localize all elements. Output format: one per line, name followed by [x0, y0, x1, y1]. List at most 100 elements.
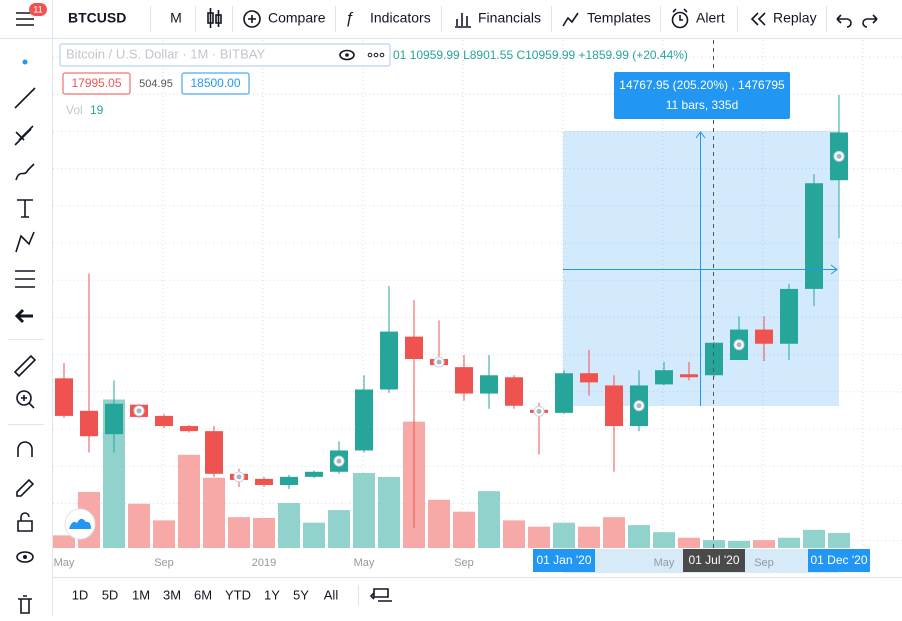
replay-button[interactable]: Replay: [750, 10, 817, 26]
volume-bar: [753, 540, 775, 548]
legend-ohlc: 01 10959.99 L8901.55 C10959.99 +1859.99 …: [393, 48, 688, 62]
trend-line-tool[interactable]: [14, 87, 36, 109]
sell-button[interactable]: [62, 72, 131, 95]
alert-button[interactable]: Alert: [671, 8, 725, 29]
candle-body: [505, 377, 523, 406]
range-button[interactable]: 6M: [194, 587, 212, 602]
range-button[interactable]: YTD: [225, 587, 251, 602]
toolbar-label: Compare: [268, 10, 326, 26]
icon: [248, 15, 256, 23]
menu-button[interactable]: 11: [16, 3, 47, 26]
candle-body: [605, 385, 623, 427]
arrow-head: [695, 131, 706, 139]
volume-bar: [428, 499, 450, 548]
crosshair-tool[interactable]: [22, 59, 28, 65]
range-button[interactable]: 3M: [163, 587, 181, 602]
financials-button[interactable]: Financials: [455, 10, 541, 28]
icon: [455, 13, 471, 28]
icon: [16, 551, 34, 563]
pattern-tool[interactable]: [15, 231, 35, 253]
visibility-tool[interactable]: [16, 551, 34, 563]
candle-body: [105, 403, 123, 435]
volume-bar: [228, 517, 250, 548]
icon: [379, 52, 385, 58]
volume-bar: [478, 491, 500, 548]
candle-body: [755, 329, 773, 344]
candle-body: [155, 415, 173, 427]
x-tick-label: Sep: [754, 557, 774, 569]
templates-button[interactable]: Templates: [562, 10, 651, 27]
volume-bar: [778, 537, 800, 548]
x-tick-label: 01 Dec '20: [811, 553, 868, 567]
delete-tool[interactable]: [18, 595, 32, 614]
event-marker-dot: [536, 408, 542, 414]
event-marker-dot: [836, 153, 842, 159]
candle-body: [455, 367, 473, 394]
measure-text: 11 bars, 335d: [666, 98, 739, 112]
text-tool[interactable]: [17, 199, 33, 218]
legend-box[interactable]: [59, 43, 391, 67]
chart-type-button[interactable]: [207, 8, 222, 28]
range-button[interactable]: All: [324, 587, 339, 602]
lock-draw-tool[interactable]: [16, 478, 35, 497]
candle-body: [655, 370, 673, 385]
volume-bar: [353, 472, 375, 548]
event-marker-dot: [336, 458, 342, 464]
measure-tooltip: [614, 72, 790, 119]
eye-icon[interactable]: [339, 49, 355, 61]
brush-tool[interactable]: [15, 163, 35, 181]
x-tick-label: 01 Jan '20: [536, 553, 591, 567]
range-button[interactable]: 1Y: [264, 587, 280, 602]
volume-label: Vol: [66, 103, 83, 117]
volume-bar: [553, 522, 575, 548]
candle-body: [305, 471, 323, 477]
compare-button[interactable]: Compare: [243, 10, 326, 28]
candle-body: [180, 426, 198, 432]
icon: [562, 12, 579, 27]
prediction-tool[interactable]: [15, 270, 35, 288]
indicators-button[interactable]: ƒ Indicators: [345, 10, 431, 28]
icon: [367, 52, 373, 58]
drawing-tools: [8, 59, 44, 614]
range-button[interactable]: 5D: [102, 587, 119, 602]
date-range-button[interactable]: [369, 588, 392, 602]
undo-button[interactable]: [836, 14, 852, 28]
redo-button[interactable]: [862, 14, 878, 28]
candle-body: [280, 476, 298, 485]
x-tick-label: May: [54, 557, 75, 569]
range-button[interactable]: 1M: [132, 587, 150, 602]
interval[interactable]: M: [170, 10, 182, 26]
arrow-head: [830, 264, 838, 275]
symbol[interactable]: BTCUSD: [68, 10, 126, 26]
plot: [53, 94, 850, 548]
zoom-tool[interactable]: [16, 390, 35, 409]
x-tick-label: Sep: [154, 557, 174, 569]
volume-bar: [528, 526, 550, 548]
toolbar-label: Financials: [478, 10, 541, 26]
buy-button[interactable]: [181, 72, 250, 95]
x-axis: May Sep 2019 May Sep 01 Jan '20 May 01 Jul '20 S…: [54, 549, 870, 572]
volume-bar: [578, 526, 600, 548]
x-tick-label: 01 Jul '20: [689, 553, 740, 567]
candle-body: [205, 431, 223, 474]
volume-bar: [728, 540, 750, 548]
volume-bar: [328, 510, 350, 548]
magnet-tool[interactable]: [17, 441, 33, 457]
range-button[interactable]: 5Y: [293, 587, 309, 602]
icon: [21, 395, 35, 409]
toolbar-label: Indicators: [370, 10, 431, 26]
candle-body: [80, 410, 98, 437]
unlock-tool[interactable]: [17, 512, 33, 532]
x-tick-label: May: [354, 557, 375, 569]
more-icon[interactable]: [367, 52, 385, 58]
event-marker-dot: [636, 403, 642, 409]
logo-icon: [69, 518, 91, 529]
fib-tool[interactable]: [14, 125, 34, 146]
back-tool[interactable]: [14, 308, 33, 324]
ruler-tool[interactable]: [13, 354, 37, 378]
x-tick-label: May: [654, 557, 675, 569]
volume-bar: [203, 477, 225, 548]
range-bar: 1D 5D 1M 3M 6M YTD 1Y 5Y All: [72, 587, 339, 602]
x-tick-label: 2019: [252, 557, 276, 569]
range-button[interactable]: 1D: [72, 587, 89, 602]
